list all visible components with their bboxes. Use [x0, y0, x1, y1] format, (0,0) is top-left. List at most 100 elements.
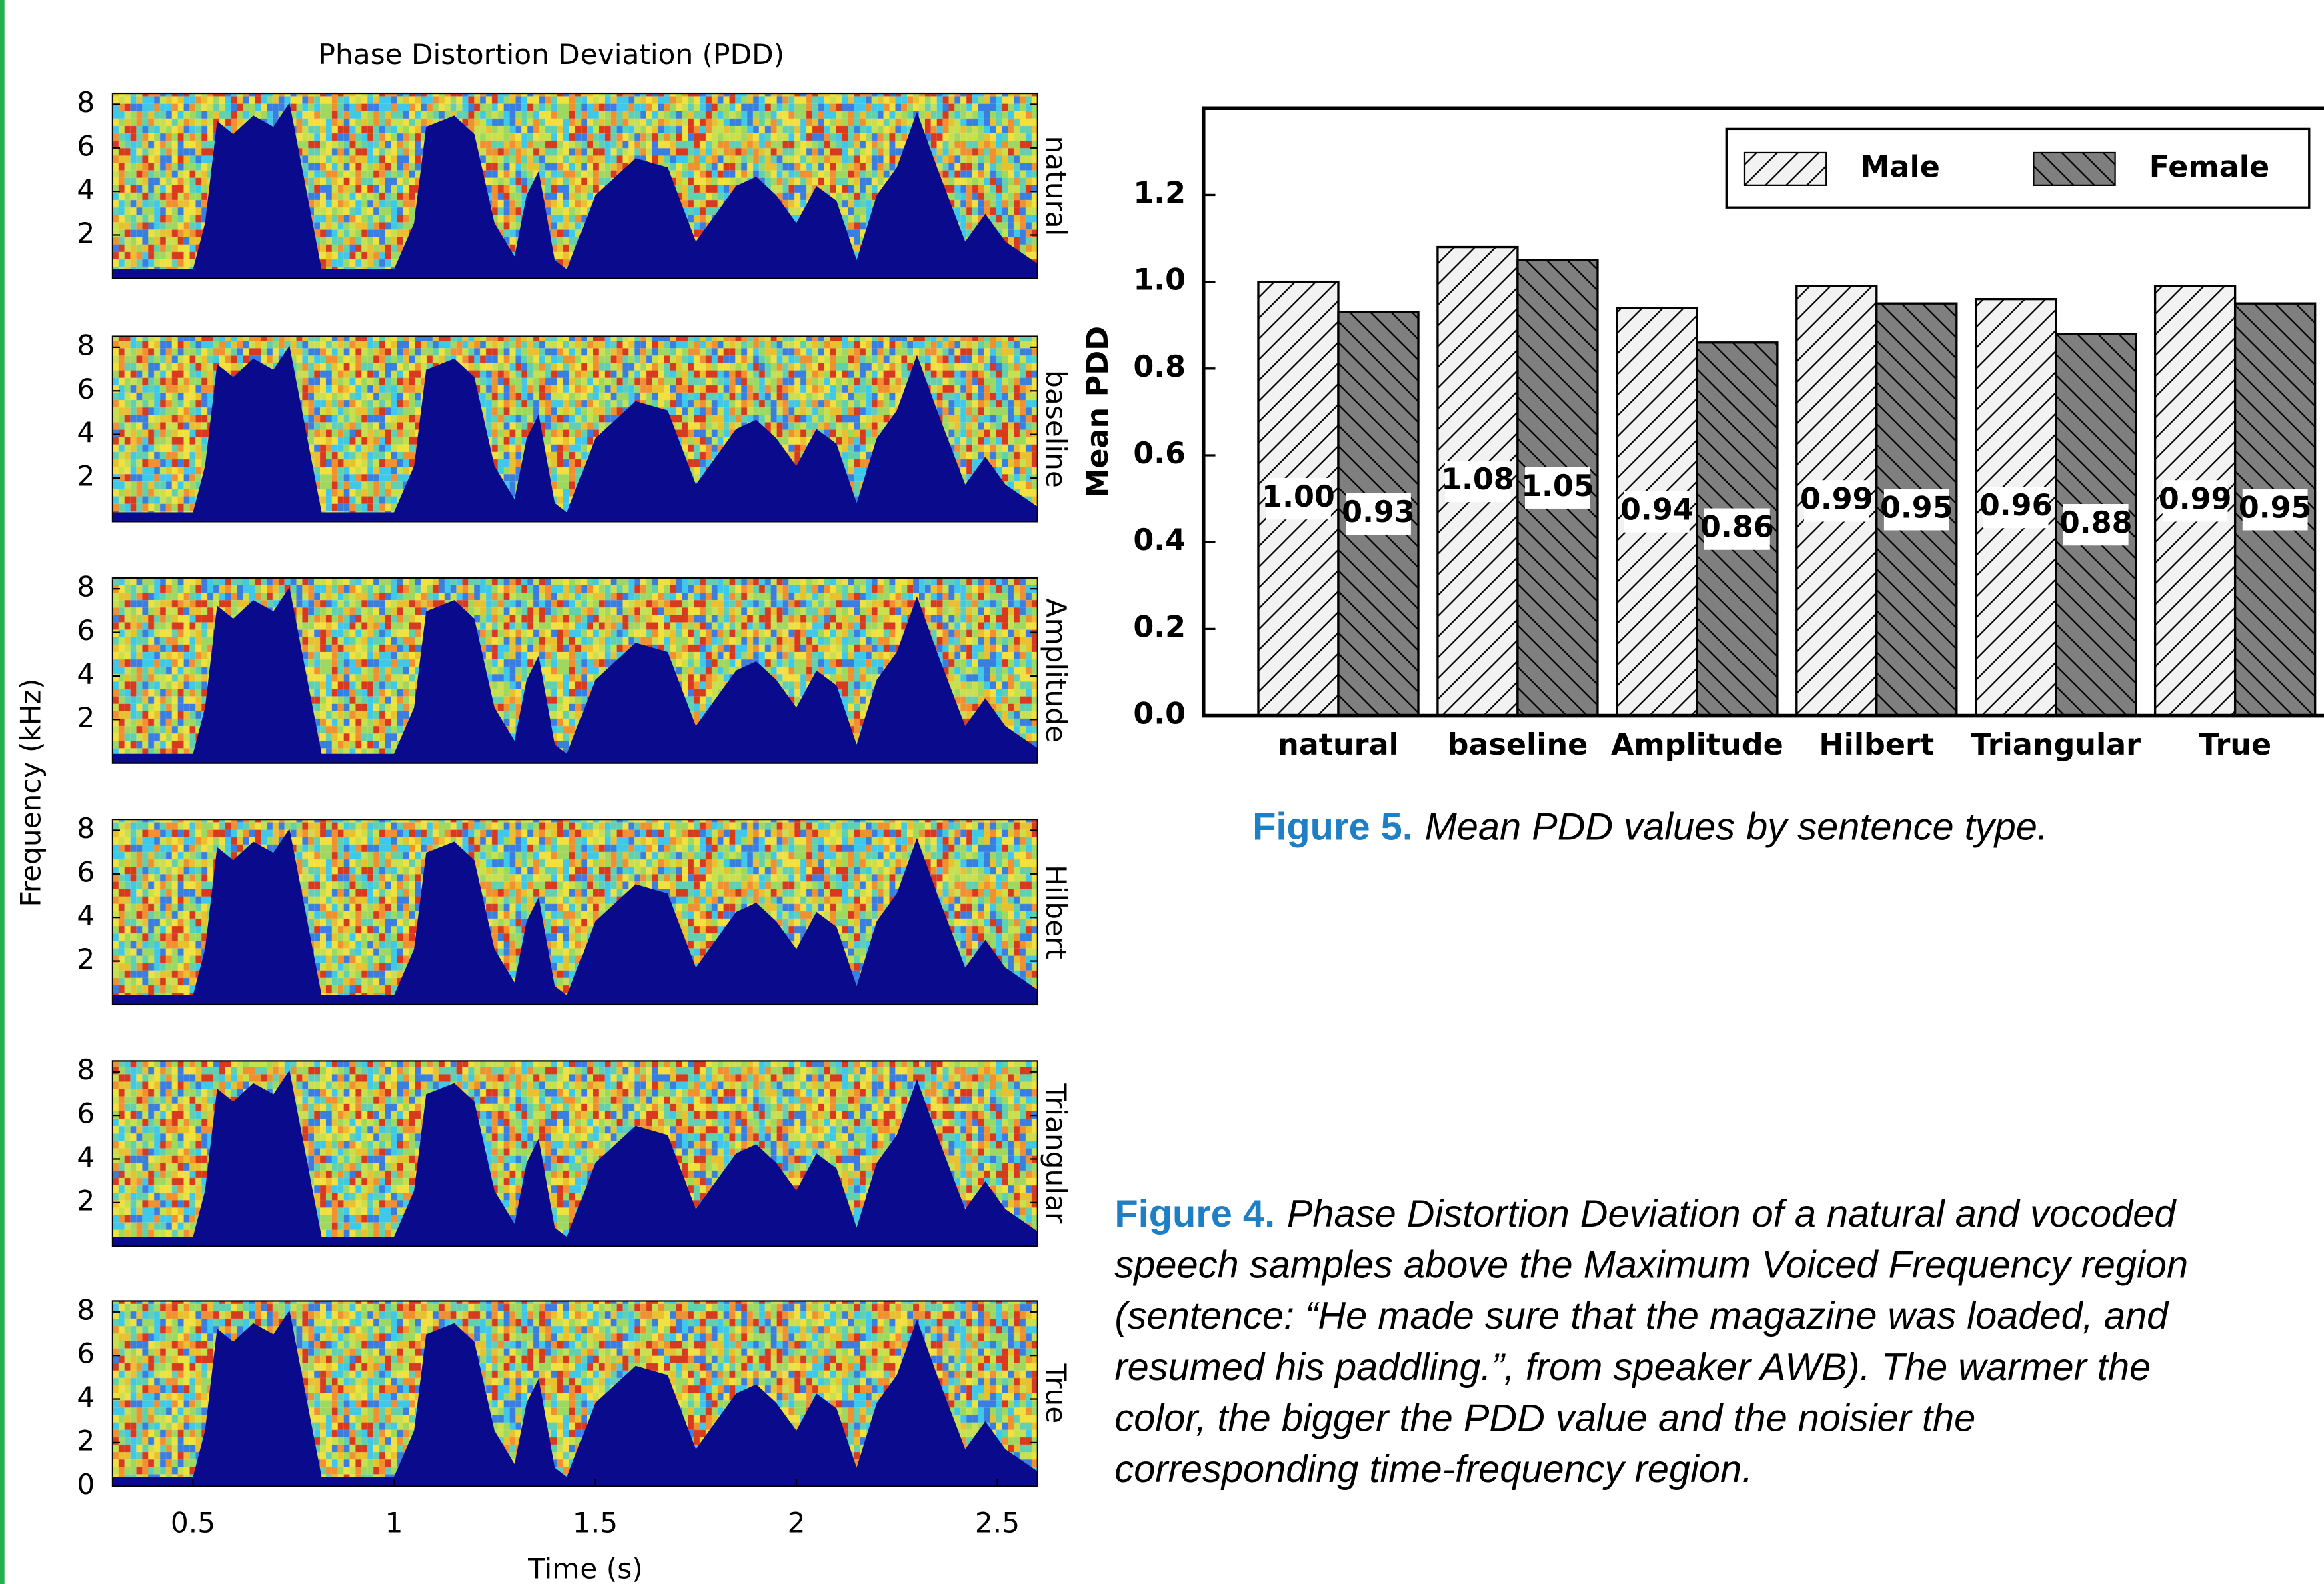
y-tick-label: 4: [77, 416, 95, 449]
y-tick-label: 6: [77, 855, 95, 888]
panel-frame: [111, 577, 1038, 764]
panel-label: natural: [1040, 136, 1072, 237]
bar-chart: 0.0 0.2 0.4 0.6 0.8 1.0 1.2 Mean PDD natural 1.00…: [1081, 106, 2324, 762]
caption-text: (sentence: “He made sure that the magazi…: [1114, 1295, 2169, 1337]
caption-text: Mean PDD values by sentence type.: [1425, 806, 2048, 849]
x-tick-label: baseline: [1448, 728, 1588, 762]
y-tick-label: 2: [77, 943, 95, 975]
legend-label: Female: [2149, 150, 2269, 184]
y-tick-label: 8: [77, 329, 95, 361]
caption-line: resumed his paddling.”, from speaker AWB…: [1114, 1346, 2151, 1389]
panel-frame: [111, 1060, 1038, 1247]
value-label: 0.86: [1700, 511, 1774, 545]
x-tick-label: Hilbert: [1819, 728, 1934, 762]
caption-text: resumed his paddling.”, from speaker AWB…: [1114, 1346, 2151, 1389]
voiced-region: [112, 829, 1038, 1005]
panel-label: Hilbert: [1040, 865, 1072, 959]
value-label: 1.00: [1262, 480, 1335, 514]
x-tick-label: Triangular: [1971, 728, 2141, 762]
value-label: 1.08: [1441, 463, 1514, 497]
voiced-region: [112, 102, 1038, 279]
y-tick-label: 8: [77, 571, 95, 603]
value-label: 0.95: [1880, 491, 1953, 525]
panel-frame: [111, 92, 1038, 279]
y-tick-label: 4: [77, 173, 95, 206]
caption-label: Figure 5.: [1252, 806, 1413, 849]
panel-label: True: [1040, 1363, 1072, 1424]
x-tick-label: 2: [788, 1507, 806, 1539]
y-tick-label: 2: [77, 701, 95, 734]
y-tick-label: 6: [77, 373, 95, 405]
y-tick-label: 0.6: [1133, 437, 1186, 471]
value-label-box: [1445, 460, 1510, 503]
voiced-region: [112, 587, 1038, 763]
y-tick-label: 8: [77, 1053, 95, 1086]
legend-swatch: [1743, 151, 1827, 186]
value-label: 0.99: [1800, 482, 1873, 516]
value-label-box: [1266, 477, 1331, 520]
value-label-box: [2242, 489, 2308, 531]
caption-line: speech samples above the Maximum Voiced …: [1114, 1244, 2188, 1287]
value-label-box: [1883, 489, 1949, 531]
caption-text: Phase Distortion Deviation of a natural …: [1287, 1193, 2177, 1235]
y-tick-label: 0: [77, 1468, 95, 1501]
legend-swatch: [2033, 151, 2116, 186]
y-tick-label: 0.2: [1133, 610, 1186, 644]
panel-frame: [111, 819, 1038, 1006]
chart-title: Phase Distortion Deviation (PDD): [319, 38, 785, 71]
panel-label: baseline: [1040, 370, 1072, 488]
value-label: 0.94: [1620, 493, 1694, 527]
y-tick-label: 4: [77, 1141, 95, 1173]
caption-text: speech samples above the Maximum Voiced …: [1114, 1244, 2188, 1287]
voiced-region: [112, 345, 1038, 522]
y-tick-label: 4: [77, 657, 95, 690]
caption-line: Figure 4. Phase Distortion Deviation of a…: [1114, 1193, 2177, 1235]
y-axis-label: Frequency (kHz): [14, 679, 47, 907]
value-label-box: [1704, 508, 1770, 550]
captions: Figure 5. Mean PDD values by sentence typ…: [1114, 806, 2188, 1491]
x-tick-label: 2.5: [975, 1507, 1020, 1539]
y-tick-label: 1.2: [1133, 176, 1186, 210]
x-tick-label: natural: [1278, 728, 1399, 762]
voiced-region: [112, 1070, 1038, 1247]
y-tick-label: 6: [77, 1097, 95, 1130]
spectrogram-chart: Phase Distortion Deviation (PDD) Frequenc…: [14, 38, 1072, 1584]
y-tick-label: 8: [77, 86, 95, 119]
value-label: 1.05: [1521, 469, 1594, 503]
value-label-box: [1525, 467, 1590, 509]
x-tick-label: 0.5: [171, 1507, 215, 1539]
value-label: 0.96: [1979, 489, 2053, 523]
value-label: 0.95: [2239, 491, 2312, 525]
y-tick-label: 4: [77, 1381, 95, 1413]
y-tick-label: 6: [77, 129, 95, 162]
value-label-box: [2162, 480, 2228, 522]
y-tick-label: 4: [77, 899, 95, 932]
caption-label: Figure 4.: [1114, 1193, 1275, 1235]
value-label-box: [1624, 491, 1690, 533]
y-tick-label: 0.8: [1133, 350, 1186, 384]
caption-text: color, the bigger the PDD value and the …: [1114, 1397, 1975, 1440]
value-label-box: [1346, 493, 1411, 535]
y-tick-label: 2: [77, 460, 95, 493]
panel-label: Amplitude: [1040, 599, 1072, 743]
y-tick-label: 8: [77, 812, 95, 845]
y-tick-label: 6: [77, 1337, 95, 1370]
caption-line: (sentence: “He made sure that the magazi…: [1114, 1295, 2169, 1337]
x-tick-label: 1: [385, 1507, 403, 1539]
value-label: 0.99: [2159, 482, 2232, 516]
caption-line: color, the bigger the PDD value and the …: [1114, 1397, 1975, 1440]
panel-label: Triangular: [1040, 1083, 1072, 1223]
x-tick-label: Amplitude: [1611, 728, 1783, 762]
value-label: 0.88: [2059, 506, 2133, 540]
value-label-box: [1803, 480, 1869, 522]
y-tick-label: 8: [77, 1293, 95, 1326]
y-tick-label: 6: [77, 614, 95, 647]
value-label: 0.93: [1342, 495, 1415, 529]
x-tick-label: 1.5: [573, 1507, 618, 1539]
caption-line: Figure 5. Mean PDD values by sentence typ…: [1252, 806, 2048, 849]
value-label-box: [1983, 486, 2049, 529]
value-label-box: [2063, 504, 2129, 546]
page-border: [0, 0, 5, 1584]
caption-text: corresponding time-frequency region.: [1114, 1448, 1753, 1491]
